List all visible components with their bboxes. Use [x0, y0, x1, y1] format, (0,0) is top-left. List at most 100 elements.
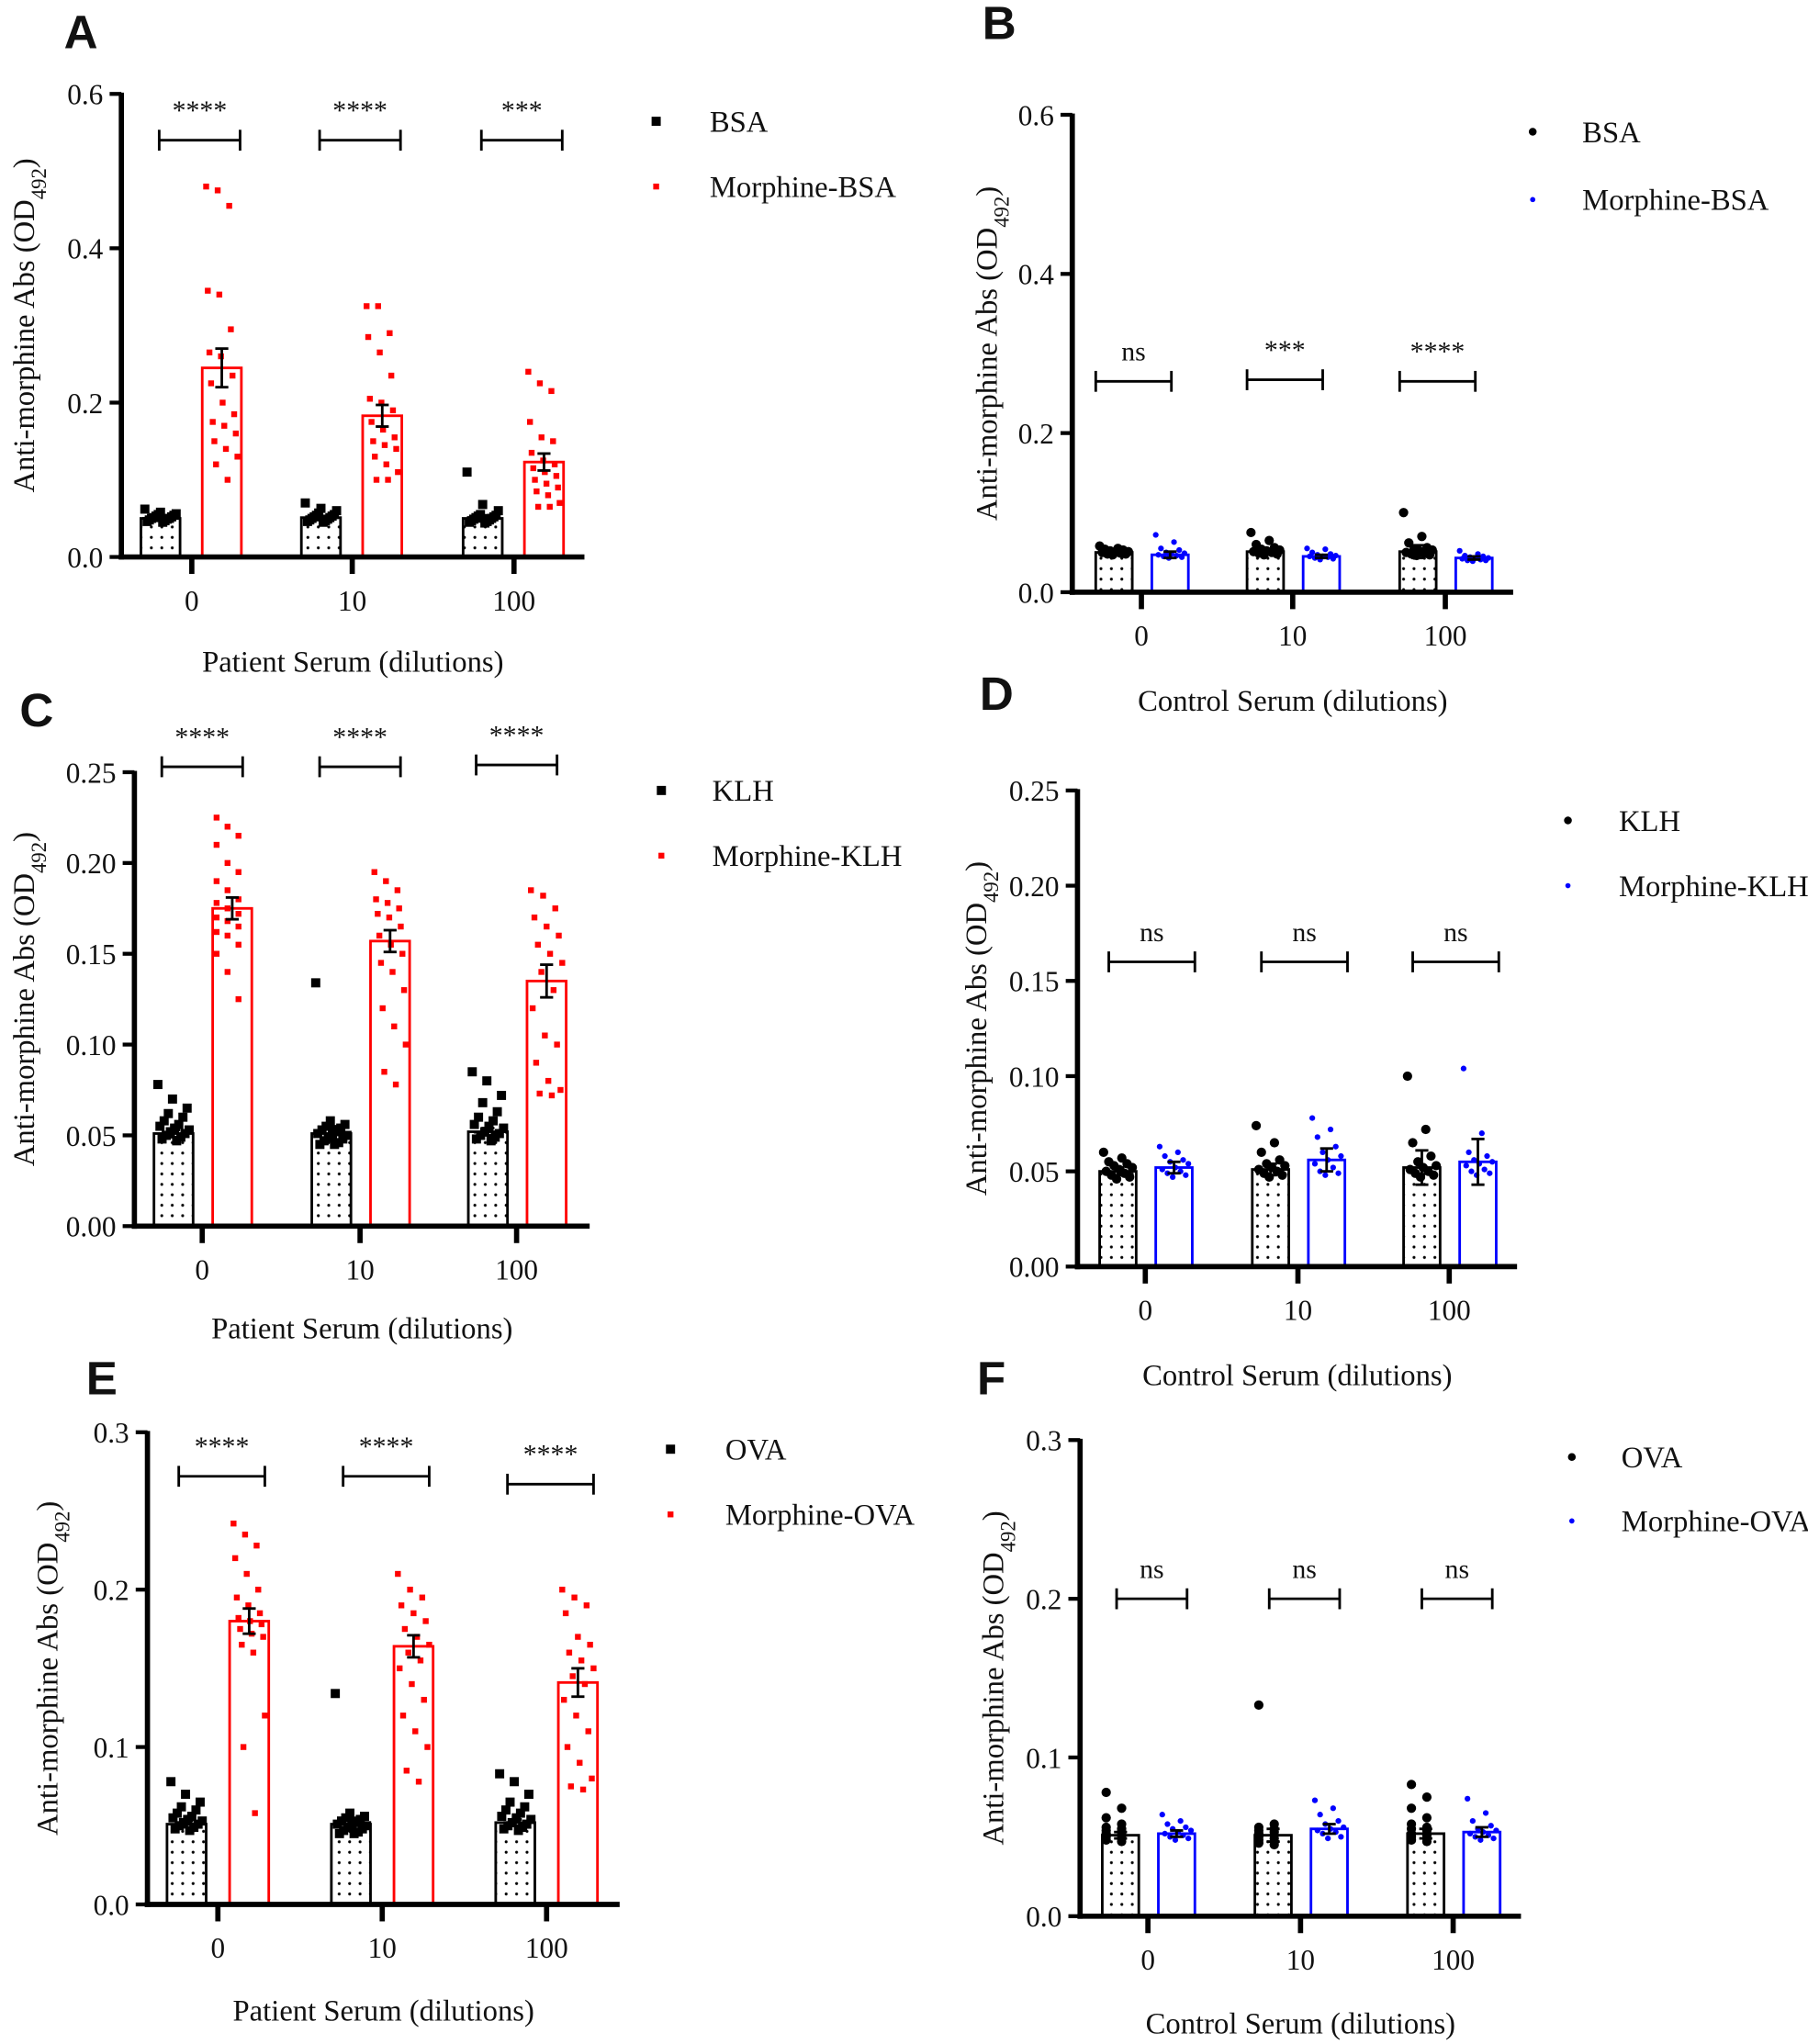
- data-point: [531, 914, 538, 921]
- data-point: [484, 1121, 494, 1131]
- data-point: [1468, 1168, 1475, 1174]
- data-point: [1335, 1817, 1342, 1825]
- data-point: [1311, 1161, 1319, 1167]
- y-axis-label-main: Anti-morphine Abs (OD: [8, 199, 41, 492]
- data-point: [316, 503, 326, 513]
- legend-label: BSA: [1582, 117, 1641, 150]
- data-point: [1172, 1836, 1179, 1843]
- data-point: [546, 950, 554, 957]
- y-tick-label: 0.0: [1018, 577, 1054, 609]
- data-point: [1460, 1065, 1467, 1072]
- data-point: [1429, 1170, 1439, 1180]
- data-point: [300, 498, 310, 508]
- data-point: [550, 987, 557, 994]
- data-point: [583, 1602, 590, 1609]
- data-point: [534, 503, 542, 511]
- data-point: [555, 484, 561, 491]
- data-point: [155, 1121, 165, 1131]
- data-point: [400, 987, 408, 994]
- data-point: [1335, 1170, 1342, 1176]
- y-axis-label-end: ): [8, 158, 41, 168]
- data-point: [395, 468, 401, 476]
- data-point: [486, 1136, 496, 1146]
- data-point: [345, 1808, 355, 1818]
- data-point: [1488, 1823, 1494, 1829]
- data-point: [1320, 1149, 1326, 1156]
- data-point: [585, 1728, 591, 1735]
- data-point: [213, 928, 220, 936]
- data-point: [152, 1080, 163, 1090]
- data-point: [157, 1134, 167, 1144]
- data-point: [1327, 1126, 1334, 1133]
- data-point: [488, 1116, 498, 1126]
- data-point: [230, 410, 238, 418]
- data-point: [1125, 1172, 1135, 1182]
- data-point: [1111, 1174, 1122, 1185]
- data-point: [383, 461, 389, 467]
- data-point: [1338, 1834, 1344, 1840]
- data-point: [224, 969, 230, 975]
- x-tick-label: 100: [1424, 620, 1467, 652]
- legend-label: Morphine-BSA: [710, 172, 897, 205]
- y-tick-label: 0.0: [67, 542, 103, 574]
- data-point: [213, 461, 219, 467]
- data-point: [1127, 1162, 1138, 1173]
- legend-label: Morphine-KLH: [1619, 870, 1808, 904]
- data-point: [163, 1108, 174, 1118]
- significance-label: ****: [359, 1432, 414, 1462]
- data-point: [413, 1634, 421, 1640]
- data-point: [1398, 508, 1409, 518]
- data-point: [421, 1696, 427, 1703]
- data-point: [1177, 1817, 1184, 1825]
- data-point: [401, 1625, 409, 1633]
- data-point: [1463, 1162, 1469, 1169]
- data-point: [203, 183, 209, 190]
- data-point: [235, 869, 241, 875]
- y-tick-label: 0.6: [67, 79, 103, 111]
- data-point: [497, 1812, 507, 1821]
- data-point: [1322, 546, 1329, 553]
- data-point: [534, 941, 541, 949]
- data-point: [1465, 1149, 1472, 1156]
- data-point: [573, 1713, 579, 1719]
- data-point: [548, 387, 555, 395]
- data-point: [224, 917, 230, 925]
- data-point: [325, 1116, 335, 1126]
- data-point: [241, 1531, 249, 1538]
- data-point: [1264, 535, 1275, 545]
- data-point: [545, 1077, 552, 1084]
- significance-label: ns: [1292, 917, 1317, 948]
- data-point: [381, 1069, 387, 1075]
- y-tick-label: 0.1: [1026, 1742, 1061, 1774]
- data-point: [206, 349, 213, 356]
- data-point: [222, 445, 230, 453]
- y-tick-label: 0.4: [1018, 259, 1054, 291]
- data-point: [158, 517, 168, 527]
- data-point: [224, 824, 230, 830]
- data-point: [1307, 553, 1313, 560]
- legend-label: Morphine-OVA: [725, 1499, 915, 1533]
- data-point: [235, 911, 241, 917]
- data-point: [349, 1828, 359, 1838]
- data-point: [233, 1594, 241, 1600]
- data-point: [213, 841, 220, 848]
- legend-marker: [651, 117, 661, 127]
- data-point: [557, 1086, 564, 1094]
- data-point: [536, 1090, 543, 1097]
- legend-marker: [666, 1444, 676, 1454]
- y-tick-label: 0.1: [94, 1732, 129, 1764]
- data-point: [1155, 552, 1162, 558]
- data-point: [515, 1808, 525, 1818]
- bar: [165, 1823, 208, 1906]
- legend-marker: [1528, 128, 1537, 136]
- data-point: [545, 492, 552, 499]
- y-tick-label: 0.6: [1018, 99, 1054, 131]
- panel-a: A 0.0 0.2 0.4 0.6 0 **** 10 **** 100 *** Patient Se…: [8, 6, 896, 679]
- y-axis-label-main: Anti-morphine Abs (OD: [960, 903, 994, 1196]
- data-point: [213, 878, 220, 884]
- data-point: [209, 419, 216, 425]
- y-axis-label: Anti-morphine Abs (OD492): [977, 1511, 1019, 1845]
- data-point: [1158, 545, 1164, 552]
- data-point: [213, 950, 220, 957]
